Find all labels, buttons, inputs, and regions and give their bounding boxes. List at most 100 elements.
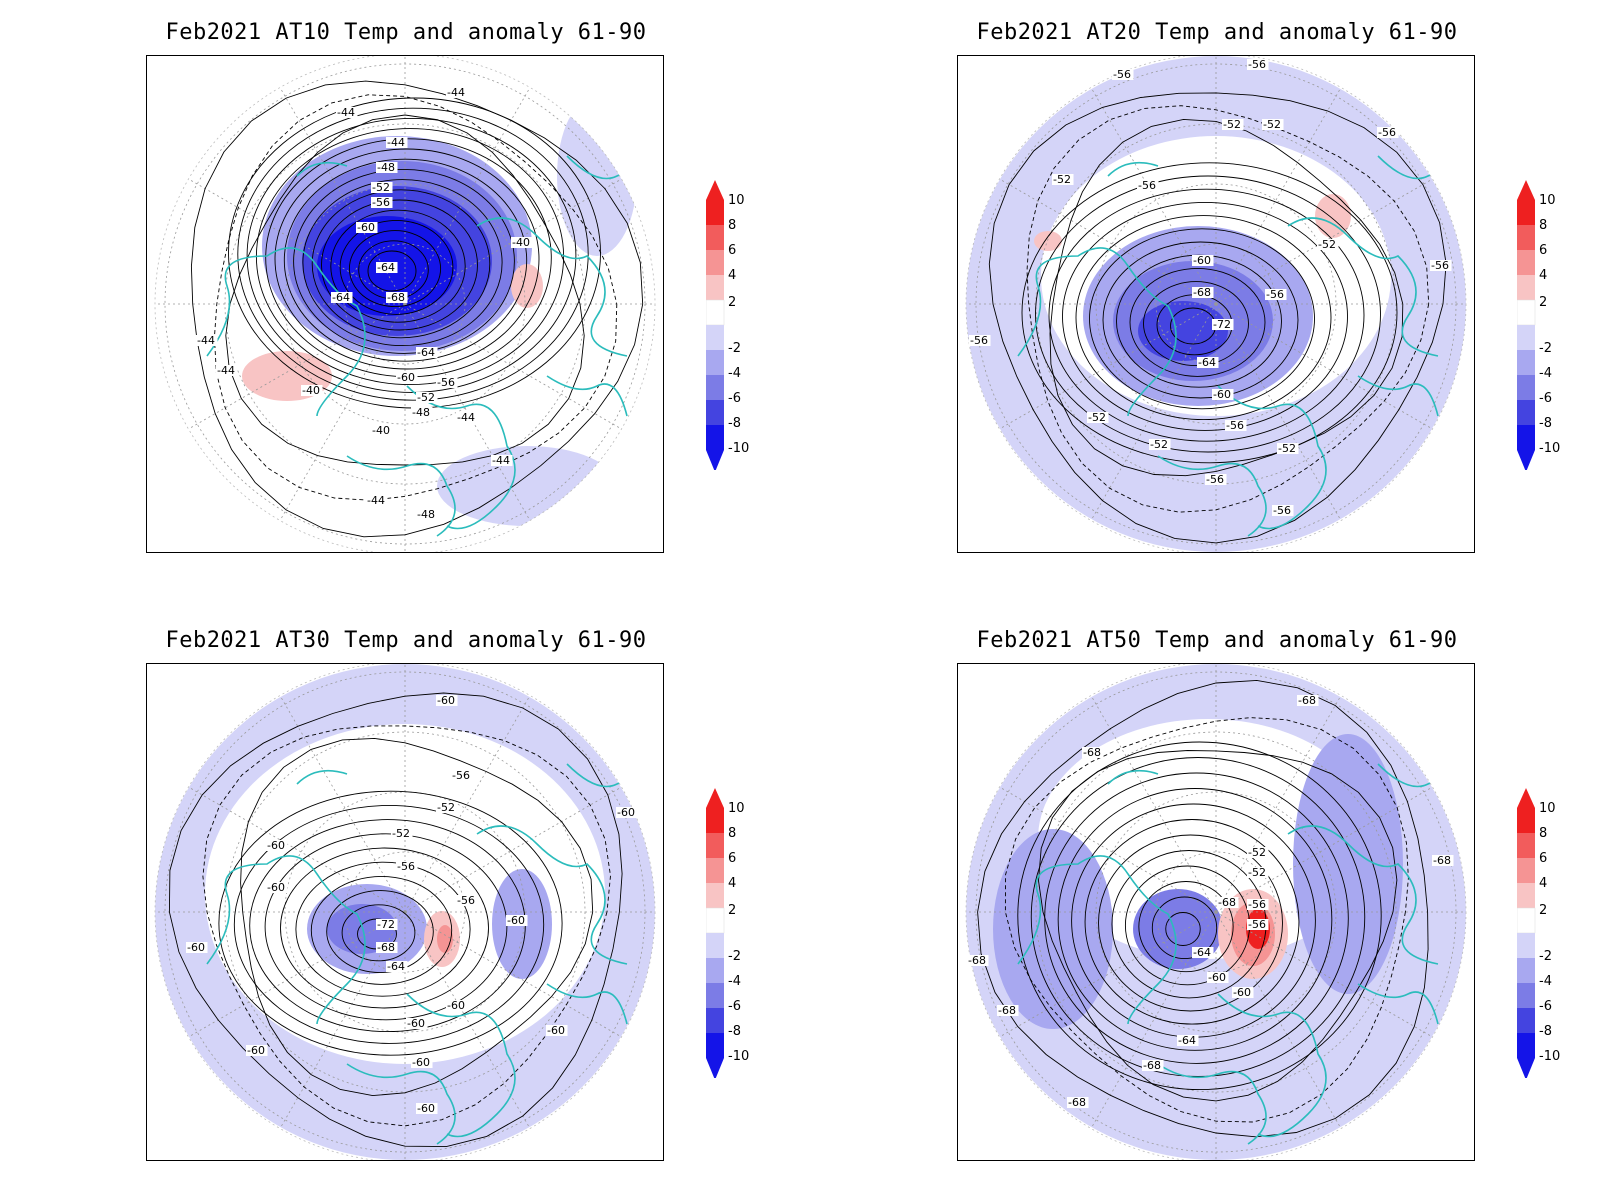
panel-at50: Feb2021 AT50 Temp and anomaly 61-90 -68-… <box>957 628 1600 1188</box>
contour-label: -44 <box>336 106 358 119</box>
contour-label: -56 <box>1247 898 1269 911</box>
svg-text:-68: -68 <box>1218 896 1236 909</box>
meridian-line <box>404 87 531 305</box>
colorbar-tick-label: 4 <box>728 876 737 891</box>
colorbar-tick-label: -2 <box>728 949 741 964</box>
colorbar-tick-label: -10 <box>728 441 750 456</box>
isotherm-contour <box>341 904 416 962</box>
isotherm-contour <box>246 117 577 393</box>
svg-text:-52: -52 <box>417 391 435 404</box>
svg-text:-64: -64 <box>1198 356 1216 369</box>
colorbar-tick-label: -4 <box>728 974 741 989</box>
svg-text:-60: -60 <box>267 881 285 894</box>
colorbar-segment <box>1517 375 1535 400</box>
svg-text:-64: -64 <box>1178 1034 1196 1047</box>
coastline <box>1217 993 1327 1138</box>
contour-label: -60 <box>246 1044 268 1057</box>
svg-text:-52: -52 <box>1248 846 1266 859</box>
colorbar-segment <box>706 400 724 425</box>
anomaly-region <box>557 96 637 256</box>
contour-label: -52 <box>391 827 413 840</box>
colorbar-tick-label: 8 <box>1539 218 1548 233</box>
svg-text:-56: -56 <box>1206 473 1224 486</box>
svg-text:-56: -56 <box>1113 68 1131 81</box>
meridian-line <box>1215 911 1342 1129</box>
colorbar-tick-label: -2 <box>728 341 741 356</box>
isotherm-contour <box>326 890 434 974</box>
meridian-line <box>404 911 531 1129</box>
anomaly-region <box>993 829 1113 1029</box>
contour-label: -68 <box>386 291 408 304</box>
colorbar-tick-label: 10 <box>1539 801 1556 816</box>
meridian-line <box>279 695 406 913</box>
anomaly-region <box>1034 231 1062 251</box>
colorbar-segment <box>706 225 724 250</box>
isotherm-contour <box>1017 741 1382 1091</box>
svg-text:-44: -44 <box>197 334 215 347</box>
colorbar-tick-label: -4 <box>1539 366 1552 381</box>
contour-label: -68 <box>1217 896 1239 909</box>
svg-text:-60: -60 <box>507 914 525 927</box>
anomaly-region <box>327 904 397 954</box>
svg-text:-68: -68 <box>387 291 405 304</box>
colorbar-segment <box>706 933 724 958</box>
contour-label: -60 <box>406 1017 428 1030</box>
map-svg: -68 -68 -52 -52 -56 -56 -68 -64 -60 -60 -64 -68 -68 -… <box>965 664 1467 1160</box>
contour-label: -60 <box>186 941 208 954</box>
svg-text:-56: -56 <box>970 334 988 347</box>
colorbar-segment <box>1517 858 1535 883</box>
isotherm-contour <box>339 219 454 315</box>
svg-text:-72: -72 <box>1213 318 1231 331</box>
contour-label: -68 <box>1067 1096 1089 1109</box>
colorbar-segment <box>1517 983 1535 1008</box>
contour-label: -64 <box>386 960 408 973</box>
colorbar-tick-label: -6 <box>728 391 741 406</box>
colorbar-segment <box>1517 299 1536 326</box>
panel-at30: Feb2021 AT30 Temp and anomaly 61-90 -60-… <box>146 628 926 1188</box>
colorbar-top-arrow <box>706 788 724 808</box>
contour-label: -52 <box>1087 411 1109 424</box>
colorbar-segment <box>706 350 724 375</box>
svg-text:-60: -60 <box>1233 986 1251 999</box>
contour-label: -60 <box>266 839 288 852</box>
isotherm-contour <box>280 847 489 1009</box>
isotherm-contour <box>330 209 466 323</box>
colorbar-segment <box>1517 933 1535 958</box>
svg-text:-48: -48 <box>377 161 395 174</box>
isotherm-contour <box>348 230 442 308</box>
svg-text:-60: -60 <box>437 694 455 707</box>
svg-text:-56: -56 <box>1378 126 1396 139</box>
colorbar-tick-label: -2 <box>1539 949 1552 964</box>
svg-text:-56: -56 <box>397 860 415 873</box>
colorbar-tick-label: 8 <box>728 218 737 233</box>
contour-label: -60 <box>1192 254 1214 267</box>
colorbar-tick-label: 8 <box>1539 826 1548 841</box>
coastline <box>476 825 628 965</box>
colorbar-segment <box>1517 1033 1535 1058</box>
svg-text:-56: -56 <box>1431 259 1449 272</box>
coastline <box>1217 385 1327 530</box>
map-disk <box>966 56 1466 552</box>
colorbar-tick-label: 6 <box>728 851 737 866</box>
colorbar-segment <box>1517 225 1535 250</box>
svg-text:-68: -68 <box>1433 854 1451 867</box>
contour-label: -56 <box>1430 259 1452 272</box>
isotherm-contour <box>1075 215 1332 421</box>
meridian-line <box>1215 911 1433 1038</box>
isotherm-contour <box>1004 717 1409 1123</box>
colorbar-segment <box>706 325 724 350</box>
isotherm-contour <box>1129 267 1266 377</box>
isotherm-contour <box>1026 105 1430 513</box>
colorbar-bottom-arrow <box>1517 1058 1535 1078</box>
isotherm-contour <box>1030 757 1366 1077</box>
coastline <box>206 247 366 417</box>
panel-title: Feb2021 AT50 Temp and anomaly 61-90 <box>976 628 1458 653</box>
contour-label: -52 <box>1149 438 1171 451</box>
meridian-line <box>1215 303 1433 430</box>
svg-text:-56: -56 <box>1226 419 1244 432</box>
contour-label: -52 <box>1222 118 1244 131</box>
colorbar-segment <box>706 858 724 883</box>
svg-text:-68: -68 <box>1083 746 1101 759</box>
svg-text:-60: -60 <box>267 839 285 852</box>
isotherm-contour <box>1102 241 1299 399</box>
